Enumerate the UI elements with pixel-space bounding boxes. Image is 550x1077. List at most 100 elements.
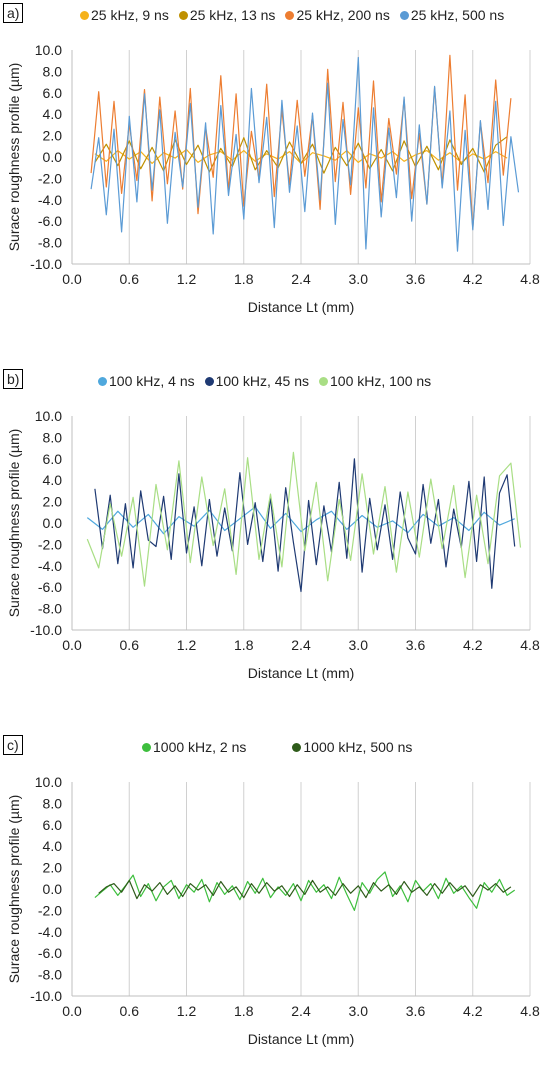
- chart-legend: 25 kHz, 9 ns 25 kHz, 13 ns 25 kHz, 200 ns 2…: [80, 6, 504, 24]
- y-tick-label: 2.0: [43, 128, 63, 144]
- y-tick-label: 0.0: [43, 881, 63, 897]
- x-tick-label: 4.8: [520, 271, 540, 287]
- x-tick-label: 3.0: [349, 271, 369, 287]
- y-tick-label: 6.0: [43, 451, 63, 467]
- legend-marker-icon: [80, 10, 89, 20]
- legend-marker-icon: [178, 10, 188, 20]
- legend-item: 1000 kHz, 500 ns: [292, 738, 412, 756]
- series-line: [94, 458, 516, 593]
- legend-marker-icon: [204, 376, 214, 386]
- y-tick-label: 6.0: [43, 817, 63, 833]
- chart-a-svg: 0.0 0.6 1.2 1.8 2.4 3.0 3.6 4.2 4.8 10.0 8.0 6.0 4.0…: [6, 42, 540, 315]
- legend-item: 100 kHz, 100 ns: [319, 372, 431, 390]
- x-tick-label: 1.2: [177, 637, 197, 653]
- y-tick-label: 4.0: [43, 106, 63, 122]
- y-tick-label: 6.0: [43, 85, 63, 101]
- x-tick-label: 4.8: [520, 1003, 540, 1019]
- y-tick-label: 8.0: [43, 63, 63, 79]
- chart-panel-b: 0.0 0.6 1.2 1.8 2.4 3.0 3.6 4.2 4.8 10.0 8.0 6.0 4.0…: [0, 366, 550, 711]
- x-tick-label: 4.2: [463, 271, 483, 287]
- y-tick-label: -4.0: [38, 924, 62, 940]
- x-tick-label: 2.4: [291, 271, 311, 287]
- y-tick-label: -4.0: [38, 192, 62, 208]
- legend-item: 25 kHz, 13 ns: [178, 6, 276, 24]
- y-tick-label: -2.0: [38, 902, 62, 918]
- y-tick-label: 0.0: [43, 515, 63, 531]
- y-tick-label: -4.0: [38, 558, 62, 574]
- legend-marker-icon: [292, 742, 302, 752]
- legend-item: 25 kHz, 9 ns: [80, 6, 169, 24]
- legend-marker-icon: [142, 742, 151, 752]
- series-line: [90, 56, 520, 252]
- y-tick-label: 4.0: [43, 472, 63, 488]
- legend-item: 25 kHz, 200 ns: [285, 6, 390, 24]
- x-tick-label: 1.8: [234, 637, 254, 653]
- x-tick-label: 4.2: [463, 1003, 483, 1019]
- legend-label: 25 kHz, 13 ns: [189, 7, 276, 23]
- chart-legend: 100 kHz, 4 ns 100 kHz, 45 ns 100 kHz, 100 …: [98, 372, 431, 390]
- x-tick-label: 3.6: [406, 1003, 426, 1019]
- x-tick-label: 1.8: [234, 271, 254, 287]
- x-tick-label: 0.6: [120, 637, 140, 653]
- legend-marker-icon: [98, 376, 107, 386]
- x-axis-title: Distance Lt (mm): [248, 1031, 355, 1047]
- panel-label: b): [3, 369, 24, 389]
- y-tick-label: 10.0: [35, 774, 62, 790]
- x-tick-label: 3.0: [349, 637, 369, 653]
- x-tick-label: 0.6: [120, 1003, 140, 1019]
- legend-label: 1000 kHz, 500 ns: [303, 739, 413, 755]
- legend-item: 100 kHz, 4 ns: [98, 372, 195, 390]
- chart-panel-a: 0.0 0.6 1.2 1.8 2.4 3.0 3.6 4.2 4.8 10.0 8.0 6.0 4.0…: [0, 0, 550, 345]
- y-tick-label: 10.0: [35, 42, 62, 58]
- chart-panel-c: 0.0 0.6 1.2 1.8 2.4 3.0 3.6 4.2 4.8 10.0 8.0 6.0 4.0…: [0, 732, 550, 1077]
- legend-label: 25 kHz, 9 ns: [91, 7, 169, 23]
- x-tick-label: 1.2: [177, 271, 197, 287]
- y-axis-title: Surace roughness profile (µm): [6, 429, 22, 618]
- x-tick-label: 0.6: [120, 271, 140, 287]
- chart-c-svg: 0.0 0.6 1.2 1.8 2.4 3.0 3.6 4.2 4.8 10.0 8.0 6.0 4.0…: [6, 774, 540, 1047]
- y-tick-label: 4.0: [43, 838, 63, 854]
- y-tick-label: 0.0: [43, 149, 63, 165]
- x-tick-label: 3.0: [349, 1003, 369, 1019]
- x-tick-label: 0.0: [62, 1003, 82, 1019]
- x-tick-label: 4.2: [463, 637, 483, 653]
- chart-legend: 1000 kHz, 2 ns 1000 kHz, 500 ns: [142, 738, 412, 756]
- legend-label: 100 kHz, 100 ns: [330, 373, 432, 389]
- y-tick-label: -10.0: [30, 988, 62, 1004]
- x-tick-label: 0.0: [62, 271, 82, 287]
- series-line: [86, 451, 522, 587]
- legend-label: 100 kHz, 4 ns: [109, 373, 195, 389]
- y-tick-label: -6.0: [38, 213, 62, 229]
- panel-label: a): [3, 3, 24, 23]
- y-tick-label: -8.0: [38, 235, 62, 251]
- y-tick-label: -10.0: [30, 622, 62, 638]
- y-tick-label: 2.0: [43, 860, 63, 876]
- chart-b-svg: 0.0 0.6 1.2 1.8 2.4 3.0 3.6 4.2 4.8 10.0 8.0 6.0 4.0…: [6, 408, 540, 681]
- y-tick-label: -8.0: [38, 967, 62, 983]
- y-tick-label: 8.0: [43, 429, 63, 445]
- y-tick-label: 10.0: [35, 408, 62, 424]
- legend-item: 25 kHz, 500 ns: [399, 6, 505, 24]
- x-tick-label: 3.6: [406, 637, 426, 653]
- y-tick-label: -2.0: [38, 170, 62, 186]
- legend-item: 1000 kHz, 2 ns: [142, 738, 246, 756]
- legend-label: 25 kHz, 500 ns: [410, 7, 505, 23]
- x-axis-title: Distance Lt (mm): [248, 299, 355, 315]
- y-tick-label: 8.0: [43, 795, 63, 811]
- x-tick-label: 1.2: [177, 1003, 197, 1019]
- legend-label: 1000 kHz, 2 ns: [153, 739, 247, 755]
- x-tick-label: 3.6: [406, 271, 426, 287]
- legend-item: 100 kHz, 45 ns: [204, 372, 309, 390]
- legend-marker-icon: [399, 10, 409, 20]
- y-axis-title: Surace roughness profile (µm): [6, 795, 22, 984]
- x-tick-label: 0.0: [62, 637, 82, 653]
- x-tick-label: 4.8: [520, 637, 540, 653]
- y-tick-label: -8.0: [38, 601, 62, 617]
- x-tick-label: 1.8: [234, 1003, 254, 1019]
- legend-marker-icon: [285, 10, 295, 20]
- x-tick-label: 2.4: [291, 637, 311, 653]
- panel-label: c): [3, 735, 23, 755]
- y-tick-label: 2.0: [43, 494, 63, 510]
- legend-label: 100 kHz, 45 ns: [215, 373, 309, 389]
- y-axis-title: Surace roughness profile (µm): [6, 63, 22, 252]
